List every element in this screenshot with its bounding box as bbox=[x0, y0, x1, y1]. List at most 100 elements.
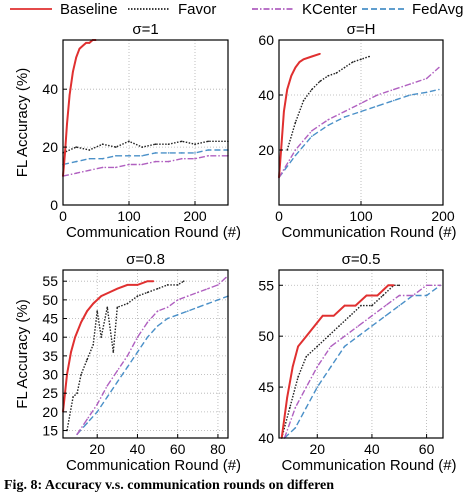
series-line-favor bbox=[66, 280, 185, 431]
data-point-favor bbox=[136, 295, 139, 297]
data-point-fedavg bbox=[197, 306, 199, 309]
series-line-baseline bbox=[280, 284, 394, 439]
x-axis-label: Communication Round (#) bbox=[66, 457, 241, 474]
panel-title: σ=0.8 bbox=[126, 251, 165, 268]
data-point-favor bbox=[371, 304, 373, 307]
data-point-baseline bbox=[354, 304, 357, 307]
chart-panel-3: 20 40 60 80 15 20 25 30 35 40 45 50 55 σ=0.8 Communica… bbox=[14, 251, 241, 474]
data-point-baseline bbox=[64, 152, 66, 154]
x-tick-label: 40 bbox=[130, 441, 146, 457]
data-point-favor bbox=[335, 72, 338, 74]
data-point-kcenter bbox=[343, 335, 346, 338]
data-point-baseline bbox=[291, 365, 294, 368]
data-point-baseline bbox=[108, 291, 111, 294]
y-tick-label: 40 bbox=[42, 81, 58, 97]
series-line-fedavg bbox=[76, 295, 229, 435]
data-point-fedavg bbox=[371, 325, 373, 327]
data-point-kcenter bbox=[176, 299, 179, 301]
data-point-fedavg bbox=[136, 351, 139, 353]
data-point-favor bbox=[75, 146, 77, 148]
data-point-fedavg bbox=[294, 427, 297, 429]
data-point-kcenter bbox=[330, 345, 332, 348]
data-point-fedavg bbox=[106, 396, 109, 398]
y-tick-label: 20 bbox=[258, 142, 274, 158]
y-axis-label: FL Accuracy (%) bbox=[14, 299, 31, 408]
data-point-fedavg bbox=[181, 152, 183, 154]
data-point-fedavg bbox=[438, 88, 440, 91]
x-tick-label: 20 bbox=[89, 441, 105, 457]
series-line-baseline bbox=[62, 280, 154, 413]
series-line-kcenter bbox=[283, 284, 441, 439]
data-point-baseline bbox=[280, 143, 283, 146]
data-point-fedavg bbox=[393, 99, 395, 102]
y-tick-label: 55 bbox=[258, 277, 274, 293]
data-point-baseline bbox=[365, 294, 368, 297]
data-point-kcenter bbox=[75, 172, 77, 174]
data-point-kcenter bbox=[217, 284, 219, 286]
data-point-baseline bbox=[321, 315, 324, 317]
data-point-baseline bbox=[290, 75, 293, 77]
data-point-fedavg bbox=[154, 152, 157, 154]
x-tick-label: 100 bbox=[349, 208, 373, 224]
chart-panel-4: 20 40 60 40 45 50 55 σ=0.5 Communication Round (… bbox=[258, 251, 456, 474]
data-point-baseline bbox=[92, 302, 94, 305]
data-point-favor bbox=[86, 358, 88, 361]
data-point-kcenter bbox=[225, 276, 227, 279]
data-point-kcenter bbox=[343, 110, 346, 113]
data-point-kcenter bbox=[384, 304, 387, 307]
data-point-fedavg bbox=[115, 155, 117, 157]
y-tick-label: 55 bbox=[42, 273, 58, 289]
data-point-favor bbox=[316, 345, 319, 348]
data-point-fedavg bbox=[330, 365, 332, 368]
data-point-baseline bbox=[72, 71, 74, 73]
data-point-fedavg bbox=[343, 345, 346, 348]
data-point-favor bbox=[115, 146, 117, 148]
data-point-favor bbox=[154, 143, 157, 145]
data-point-baseline bbox=[376, 294, 379, 297]
data-point-favor bbox=[167, 143, 170, 145]
y-axis-label: FL Accuracy (%) bbox=[14, 68, 31, 177]
data-point-favor bbox=[311, 88, 313, 91]
data-point-kcenter bbox=[128, 163, 130, 166]
data-point-baseline bbox=[146, 280, 149, 283]
data-point-fedavg bbox=[360, 110, 362, 113]
data-point-kcenter bbox=[357, 325, 360, 327]
data-point-kcenter bbox=[371, 315, 373, 317]
data-point-favor bbox=[289, 406, 291, 409]
data-point-favor bbox=[349, 315, 351, 317]
data-point-kcenter bbox=[167, 160, 170, 163]
figure-caption: Fig. 8: Accuracy v.s. communication roun… bbox=[4, 478, 335, 493]
data-point-baseline bbox=[283, 110, 285, 113]
data-point-baseline bbox=[332, 315, 335, 317]
data-point-baseline bbox=[313, 325, 316, 327]
data-point-kcenter bbox=[438, 66, 440, 69]
data-point-baseline bbox=[74, 336, 76, 339]
x-tick-label: 200 bbox=[431, 208, 455, 224]
series-line-baseline bbox=[278, 52, 321, 178]
data-point-fedavg bbox=[167, 152, 170, 154]
plot-frame bbox=[278, 269, 444, 439]
data-point-fedavg bbox=[207, 149, 209, 151]
data-point-favor bbox=[194, 143, 196, 145]
data-point-baseline bbox=[88, 42, 91, 44]
data-point-fedavg bbox=[88, 157, 91, 160]
data-point-favor bbox=[207, 140, 209, 143]
data-point-kcenter bbox=[311, 130, 313, 132]
data-point-baseline bbox=[68, 94, 71, 96]
data-point-kcenter bbox=[86, 418, 88, 421]
data-point-baseline bbox=[343, 304, 346, 307]
data-point-favor bbox=[80, 373, 82, 376]
data-point-favor bbox=[146, 291, 149, 294]
data-point-fedavg bbox=[156, 325, 159, 327]
data-point-baseline bbox=[302, 58, 305, 61]
series-line-kcenter bbox=[62, 155, 228, 177]
data-point-favor bbox=[297, 376, 299, 378]
data-point-fedavg bbox=[126, 366, 129, 368]
series-line-fedavg bbox=[284, 284, 441, 439]
data-point-fedavg bbox=[425, 91, 428, 94]
data-point-kcenter bbox=[154, 160, 157, 163]
data-point-kcenter bbox=[136, 336, 139, 339]
x-tick-label: 80 bbox=[210, 441, 226, 457]
data-point-baseline bbox=[80, 321, 82, 324]
